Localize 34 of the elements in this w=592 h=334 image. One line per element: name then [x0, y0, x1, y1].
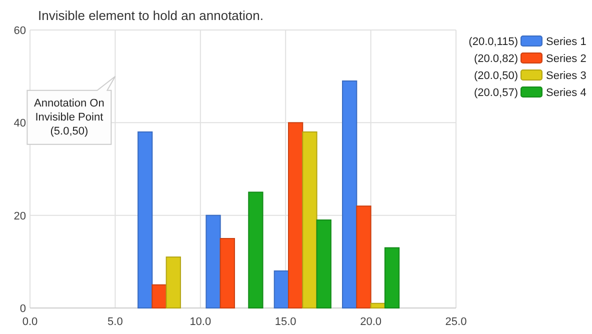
bar — [138, 131, 153, 308]
text: (20.0,57) — [474, 87, 518, 99]
bar — [370, 302, 386, 308]
y-tick-label: 40 — [14, 118, 26, 130]
legend-label: Series 2 — [546, 53, 586, 65]
legend-label: Series 3 — [546, 70, 586, 82]
bar — [166, 256, 181, 308]
bar — [288, 122, 304, 308]
legend-label: Series 1 — [546, 36, 586, 48]
text: (20.0,82) — [474, 53, 518, 65]
x-tick-label: 10.0 — [190, 316, 212, 328]
bar — [274, 270, 289, 308]
y-tick-label: 0 — [20, 303, 26, 315]
bar — [384, 247, 400, 308]
bar — [302, 131, 318, 308]
x-tick-label: 0.0 — [22, 316, 38, 328]
bar — [342, 80, 358, 308]
x-tick-label: 20.0 — [360, 316, 382, 328]
x-tick-label: 25.0 — [445, 316, 467, 328]
annotation: Annotation On Invisible Point (5.0,50) — [34, 97, 104, 138]
y-tick-label: 20 — [14, 210, 26, 222]
bar — [356, 206, 372, 308]
legend-label: Series 4 — [546, 87, 586, 99]
x-tick-label: 5.0 — [108, 316, 123, 328]
bar — [220, 238, 235, 308]
y-tick-label: 60 — [14, 25, 26, 37]
chart-title: Invisible element to hold an annotation. — [38, 8, 264, 23]
text: (20.0,50) — [474, 70, 518, 82]
bar — [248, 192, 264, 308]
bar — [316, 219, 332, 308]
bar — [152, 284, 167, 308]
x-tick-label: 15.0 — [274, 316, 296, 328]
bar — [206, 214, 221, 308]
text: (20.0,115) — [468, 36, 518, 48]
